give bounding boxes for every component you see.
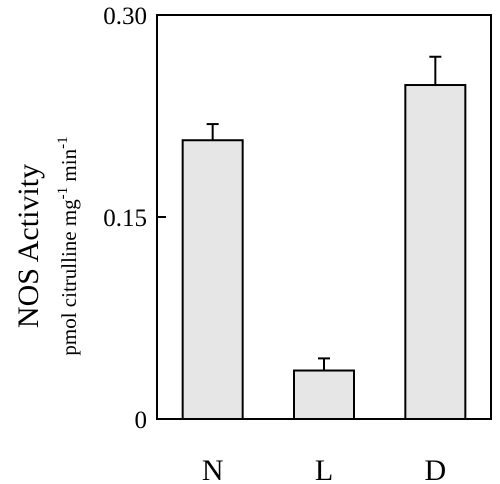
x-category-label: N — [202, 454, 224, 484]
x-category-label: D — [424, 454, 446, 484]
bar-D — [404, 84, 467, 420]
plot-area: 0 0.15 0.30 N L D — [103, 3, 492, 484]
y-axis-units-label: pmol citrulline mg-1 min-1 — [55, 136, 81, 355]
bar-L — [293, 369, 355, 420]
y-tick-label: 0.30 — [103, 3, 147, 30]
y-axis-title: NOS Activity — [12, 164, 45, 328]
y-tick-label: 0.15 — [103, 205, 147, 232]
bar-N — [181, 139, 244, 421]
y-tick-label: 0 — [135, 407, 148, 434]
y-axis-label: NOS Activity — [12, 164, 45, 328]
x-category-label: L — [315, 454, 333, 484]
y-axis-units: pmol citrulline mg-1 min-1 — [55, 136, 81, 355]
